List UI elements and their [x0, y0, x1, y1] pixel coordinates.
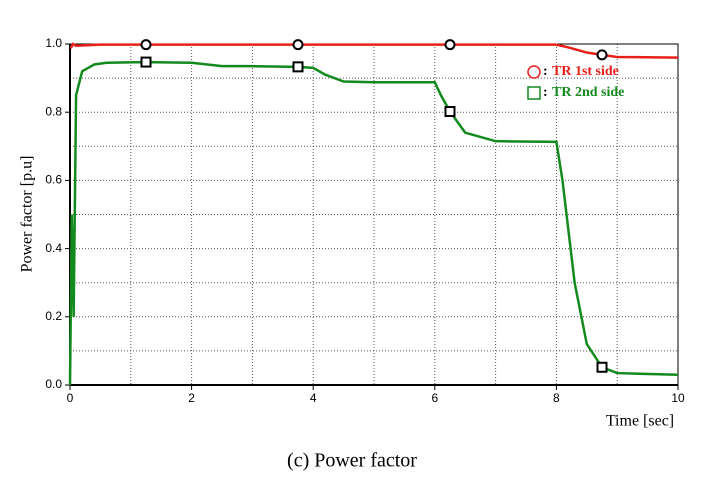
legend-symbol — [527, 65, 541, 79]
y-tick-label: 0.8 — [45, 104, 62, 118]
caption: (c) Power factor — [287, 450, 417, 472]
marker — [444, 39, 456, 51]
y-tick-label: 0.6 — [45, 173, 62, 187]
marker — [292, 61, 304, 73]
series-line — [70, 42, 679, 59]
x-tick-label: 10 — [671, 391, 685, 405]
legend-sep: : — [543, 85, 548, 100]
x-tick-label: 2 — [188, 391, 195, 405]
x-tick-label: 0 — [67, 391, 74, 405]
x-tick-label: 6 — [431, 391, 438, 405]
marker — [140, 56, 152, 68]
x-tick-label: 4 — [310, 391, 317, 405]
series-line — [68, 60, 679, 386]
y-axis-title: Power factor [p.u] — [19, 156, 36, 273]
marker — [292, 39, 304, 51]
marker — [596, 361, 608, 373]
legend-symbol — [527, 86, 541, 100]
marker — [444, 106, 456, 118]
marker — [596, 49, 608, 61]
y-tick-label: 0.0 — [45, 377, 62, 391]
legend-label: TR 1st side — [552, 64, 619, 79]
y-tick-label: 1.0 — [45, 36, 62, 50]
x-tick-label: 8 — [553, 391, 560, 405]
x-axis-title: Time [sec] — [606, 413, 674, 430]
marker — [140, 39, 152, 51]
y-tick-label: 0.2 — [45, 309, 62, 323]
y-tick-label: 0.4 — [45, 241, 62, 255]
legend-sep: : — [543, 64, 548, 79]
legend-label: TR 2nd side — [552, 85, 624, 100]
